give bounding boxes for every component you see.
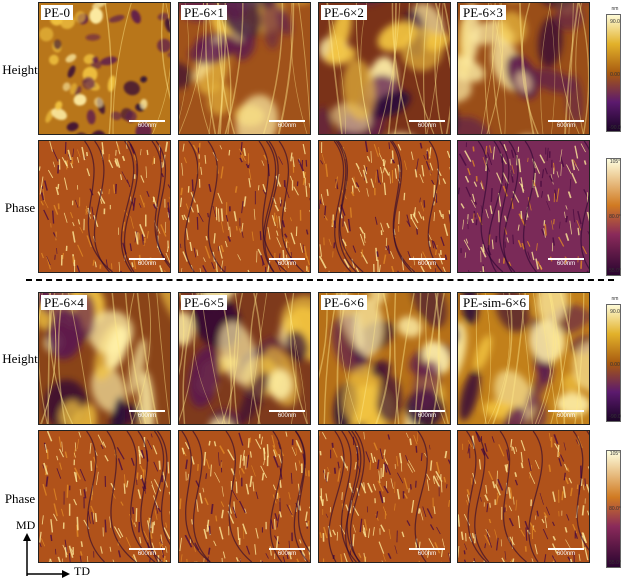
- height-image-pe-6-6: PE-6×6 600nm: [318, 292, 451, 425]
- phase-image-pe-6-1: 600nm: [178, 140, 311, 273]
- height-colorbar-min-1: -90.0: [607, 125, 623, 131]
- phase-colorbar-min-2: 55.0°: [607, 560, 623, 566]
- sample-label: PE-6×5: [181, 295, 227, 310]
- scale-bar: 600nm: [129, 548, 165, 558]
- scale-bar: 600nm: [269, 120, 305, 130]
- height-colorbar-unit-1: nm: [607, 6, 623, 12]
- height-image-pe-6-1: PE-6×1 600nm: [178, 2, 311, 135]
- height-colorbar-max-2: 90.0: [607, 309, 623, 315]
- height-colorbar-max-1: 90.0: [607, 19, 623, 25]
- sample-label: PE-sim-6×6: [460, 295, 529, 310]
- scale-bar: 600nm: [548, 410, 584, 420]
- row-label-phase-2: Phase: [2, 491, 38, 507]
- height-image-pe-6-4: PE-6×4 600nm: [38, 292, 171, 425]
- axis-label-td: TD: [74, 564, 90, 579]
- scale-bar: 600nm: [269, 258, 305, 268]
- scale-bar: 600nm: [409, 410, 445, 420]
- height-image-pe-0: PE-0 600nm: [38, 2, 171, 135]
- row-label-height-1: Height: [2, 62, 38, 78]
- phase-image-pe-0: 600nm: [38, 140, 171, 273]
- sample-label: PE-6×6: [321, 295, 367, 310]
- height-image-pe-6-2: PE-6×2 600nm: [318, 2, 451, 135]
- scale-bar: 600nm: [269, 410, 305, 420]
- row-label-phase-1: Phase: [2, 200, 38, 216]
- scale-bar: 600nm: [548, 120, 584, 130]
- axis-label-md: MD: [16, 518, 35, 533]
- sample-label: PE-6×2: [321, 5, 367, 20]
- scale-bar: 600nm: [548, 548, 584, 558]
- scale-bar: 600nm: [129, 120, 165, 130]
- scale-bar: 600nm: [548, 258, 584, 268]
- phase-image-pe-6-2: 600nm: [318, 140, 451, 273]
- sample-label: PE-6×4: [41, 295, 87, 310]
- phase-colorbar-mid-2: 80.0°: [607, 506, 623, 512]
- phase-colorbar-max-1: 105°: [607, 159, 623, 165]
- scale-bar: 600nm: [409, 120, 445, 130]
- height-image-pe-6-3: PE-6×3 600nm: [457, 2, 590, 135]
- height-image-pe-6-5: PE-6×5 600nm: [178, 292, 311, 425]
- height-colorbar-mid-2: 0.00: [607, 362, 623, 368]
- sample-label: PE-0: [41, 5, 73, 20]
- phase-image-pe-sim-6-6: 600nm: [457, 430, 590, 563]
- scale-bar: 600nm: [269, 548, 305, 558]
- sample-label: PE-6×3: [460, 5, 506, 20]
- height-colorbar-unit-2: nm: [607, 296, 623, 302]
- scale-bar: 600nm: [129, 258, 165, 268]
- phase-image-pe-6-6: 600nm: [318, 430, 451, 563]
- phase-colorbar-min-1: 55.0°: [607, 268, 623, 274]
- sample-label: PE-6×1: [181, 5, 227, 20]
- scale-bar: 600nm: [409, 548, 445, 558]
- phase-image-pe-6-3: 600nm: [457, 140, 590, 273]
- group-divider: [26, 279, 614, 281]
- scale-bar: 600nm: [409, 258, 445, 268]
- axis-arrows: [20, 532, 80, 578]
- phase-colorbar-mid-1: 80.0°: [607, 214, 623, 220]
- height-colorbar-mid-1: 0.00: [607, 72, 623, 78]
- scale-bar: 600nm: [129, 410, 165, 420]
- phase-colorbar-max-2: 105°: [607, 451, 623, 457]
- phase-image-pe-6-5: 600nm: [178, 430, 311, 563]
- height-colorbar-min-2: -90.0: [607, 414, 623, 420]
- row-label-height-2: Height: [2, 351, 38, 367]
- height-image-pe-sim-6-6: PE-sim-6×6 600nm: [457, 292, 590, 425]
